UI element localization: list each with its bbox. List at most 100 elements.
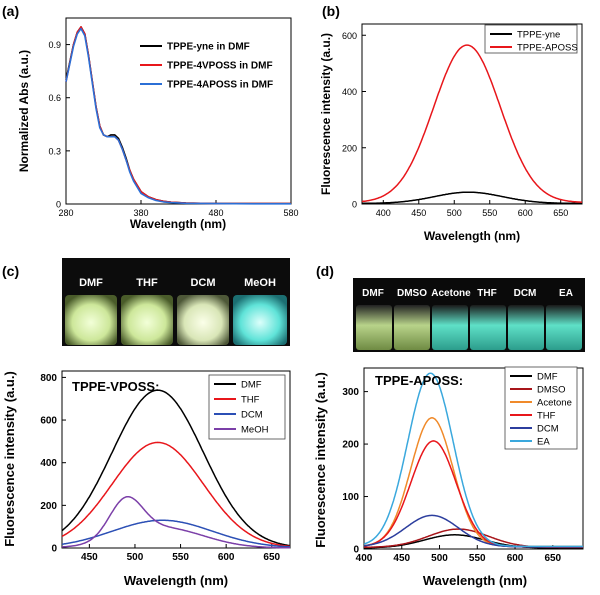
vial-dcm: [177, 295, 229, 345]
series-line-tppe-4aposs-in-dmf: [65, 27, 291, 205]
legend-label: EA: [537, 437, 550, 448]
y-tick-label: 0.9: [48, 40, 61, 50]
legend-label: MeOH: [241, 425, 269, 436]
y-tick-label: 0: [51, 544, 57, 555]
x-tick-label: 550: [172, 552, 189, 563]
panel-c-xlabel: Wavelength (nm): [124, 573, 228, 588]
y-tick-label: 400: [40, 458, 57, 469]
legend-label: DMSO: [537, 385, 566, 396]
legend-label: TPPE-APOSS: [517, 43, 578, 54]
y-tick-label: 0.3: [48, 146, 61, 156]
panel-b-ylabel: Fluorescence intensity (a.u.): [319, 33, 333, 195]
panel-d-title: TPPE-APOSS:: [375, 373, 463, 388]
panel-d-photo: [353, 278, 585, 352]
panel-b-label: (b): [322, 3, 340, 19]
x-tick-label: 480: [208, 208, 223, 218]
photo-label: THF: [136, 277, 158, 289]
photo-label: EA: [559, 288, 573, 299]
photo-label: MeOH: [244, 277, 276, 289]
vial-ea: [546, 305, 582, 350]
vial-thf-d: [470, 305, 506, 350]
series-line-tppe-yne-in-dmf: [65, 26, 291, 205]
legend-label: TPPE-4APOSS in DMF: [167, 80, 273, 91]
series-line-tppe-aposs: [361, 44, 583, 203]
photo-label: THF: [477, 288, 496, 299]
photo-label: DCM: [190, 277, 215, 289]
photo-label: Acetone: [431, 288, 471, 299]
panel-b-frame: [361, 23, 583, 205]
panel-a-label: (a): [2, 3, 19, 19]
legend-label: TPPE-yne: [517, 30, 560, 41]
series-line-dcm: [61, 519, 290, 548]
panel-c-title: TPPE-VPOSS:: [72, 379, 159, 394]
x-tick-label: 650: [263, 552, 280, 563]
legend-label: TPPE-yne in DMF: [167, 42, 250, 53]
x-tick-label: 450: [411, 208, 426, 218]
legend-label: DMF: [537, 372, 558, 383]
y-tick-label: 600: [40, 416, 57, 427]
panel-c-photo: [62, 258, 290, 346]
vial-thf: [121, 295, 173, 345]
legend-label: THF: [537, 411, 556, 422]
y-tick-label: 400: [342, 87, 357, 97]
y-tick-label: 0: [353, 545, 359, 556]
x-tick-label: 400: [356, 553, 373, 564]
panel-d-xlabel: Wavelength (nm): [423, 573, 527, 588]
x-tick-label: 450: [393, 553, 410, 564]
legend-frame: [504, 366, 578, 450]
y-tick-label: 0.6: [48, 93, 61, 103]
y-tick-label: 200: [342, 440, 359, 451]
y-tick-label: 200: [342, 143, 357, 153]
x-tick-label: 600: [518, 208, 533, 218]
x-tick-label: 550: [469, 553, 486, 564]
legend-label: DCM: [537, 424, 559, 435]
vial-dmso: [394, 305, 430, 350]
photo-label: DMSO: [397, 288, 427, 299]
legend-frame: [484, 24, 578, 54]
vial-dcm-d: [508, 305, 544, 350]
y-tick-label: 600: [342, 31, 357, 41]
legend-label: DCM: [241, 410, 263, 421]
panel-b-xlabel: Wavelength (nm): [424, 229, 520, 243]
y-tick-label: 300: [342, 387, 359, 398]
legend-label: Acetone: [537, 398, 572, 409]
series-line-tppe-4vposs-in-dmf: [65, 26, 291, 205]
legend-label: TPPE-4VPOSS in DMF: [167, 61, 273, 72]
x-tick-label: 500: [447, 208, 462, 218]
panel-a-frame: [65, 17, 292, 205]
x-tick-label: 280: [58, 208, 73, 218]
panel-a-xlabel: Wavelength (nm): [130, 217, 226, 231]
vial-acetone: [432, 305, 468, 350]
y-tick-label: 800: [40, 373, 57, 384]
legend-label: THF: [241, 395, 260, 406]
panel-c-frame: [61, 370, 291, 549]
x-tick-label: 650: [553, 208, 568, 218]
panel-d-ylabel: Fluorescence intensity (a.u.): [313, 372, 328, 548]
panel-c-label: (c): [2, 263, 19, 279]
y-tick-label: 100: [342, 492, 359, 503]
x-tick-label: 550: [482, 208, 497, 218]
y-tick-label: 0: [56, 200, 61, 210]
x-tick-label: 500: [127, 552, 144, 563]
vial-dmf-d: [356, 305, 392, 350]
x-tick-label: 400: [376, 208, 391, 218]
photo-label: DCM: [514, 288, 537, 299]
series-line-dmf: [61, 389, 291, 547]
vial-meoh: [233, 295, 287, 345]
panel-d-frame: [363, 367, 584, 550]
x-tick-label: 600: [507, 553, 524, 564]
y-tick-label: 200: [40, 501, 57, 512]
x-tick-label: 500: [431, 553, 448, 564]
vial-dmf: [65, 295, 117, 345]
series-line-thf: [61, 441, 291, 548]
x-tick-label: 650: [544, 553, 561, 564]
photo-label: DMF: [362, 288, 384, 299]
x-tick-label: 380: [133, 208, 148, 218]
panel-d-label: (d): [316, 263, 334, 279]
panel-c-ylabel: Fluorescence intensity (a.u.): [2, 371, 17, 547]
x-tick-label: 450: [81, 552, 98, 563]
y-tick-label: 0: [352, 200, 357, 210]
series-line-ea: [363, 372, 583, 548]
panel-a-ylabel: Normalized Abs (a.u.): [17, 50, 31, 172]
x-tick-label: 580: [283, 208, 298, 218]
